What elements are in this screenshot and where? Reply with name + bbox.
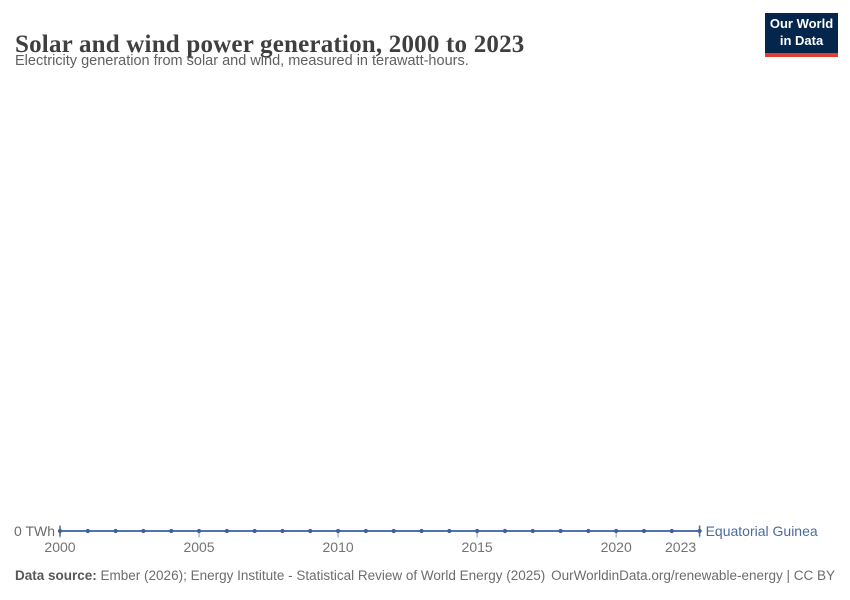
data-point[interactable]	[141, 528, 146, 534]
x-tick-label: 2023	[665, 539, 696, 555]
data-point[interactable]	[475, 528, 480, 534]
owid-logo-line2: in Data	[779, 33, 824, 48]
data-source-text: Data source: Ember (2026); Energy Instit…	[15, 568, 545, 584]
x-tick-label: 2020	[601, 539, 632, 555]
data-point[interactable]	[363, 528, 368, 534]
data-point[interactable]	[530, 528, 535, 534]
x-tick-label: 2005	[183, 539, 214, 555]
owid-logo[interactable]: Our World in Data	[765, 13, 838, 57]
data-point[interactable]	[641, 528, 647, 534]
data-point[interactable]	[169, 528, 174, 534]
data-point[interactable]	[419, 528, 424, 534]
data-source-label: Data source:	[15, 568, 97, 583]
data-point[interactable]	[697, 528, 702, 534]
chart-footer: Data source: Ember (2026); Energy Instit…	[15, 568, 835, 584]
owid-logo-line1: Our World	[769, 16, 834, 32]
data-point[interactable]	[113, 528, 118, 534]
page-title: Solar and wind power generation, 2000 to…	[15, 30, 525, 58]
x-tick-label: 2010	[323, 539, 354, 555]
y-axis-zero-label: 0 TWh	[14, 523, 55, 539]
page-subtitle: Electricity generation from solar and wi…	[15, 53, 469, 69]
x-tick-label: 2000	[44, 539, 75, 555]
data-point[interactable]	[57, 528, 63, 534]
data-point[interactable]	[252, 528, 257, 534]
data-point[interactable]	[308, 528, 313, 534]
rights-link[interactable]: OurWorldinData.org/renewable-energy | CC…	[551, 568, 835, 583]
x-tick-label: 2015	[462, 539, 493, 555]
data-point[interactable]	[280, 528, 285, 534]
axis-svg: 2000 2005 2010 2015 2020 2023 0 TWh Equatorial …	[14, 523, 818, 555]
data-point[interactable]	[502, 528, 508, 534]
data-point[interactable]	[558, 528, 563, 534]
data-point[interactable]	[335, 528, 341, 534]
data-point[interactable]	[614, 528, 619, 534]
data-source-value: Ember (2026); Energy Institute - Statist…	[96, 568, 546, 583]
data-point[interactable]	[224, 528, 229, 534]
data-point[interactable]	[586, 528, 591, 534]
data-point[interactable]	[447, 528, 452, 534]
data-point[interactable]	[669, 528, 674, 534]
data-point[interactable]	[391, 528, 396, 534]
entity-label[interactable]: Equatorial Guinea	[706, 523, 818, 539]
data-point[interactable]	[196, 528, 202, 534]
data-point[interactable]	[85, 528, 90, 534]
